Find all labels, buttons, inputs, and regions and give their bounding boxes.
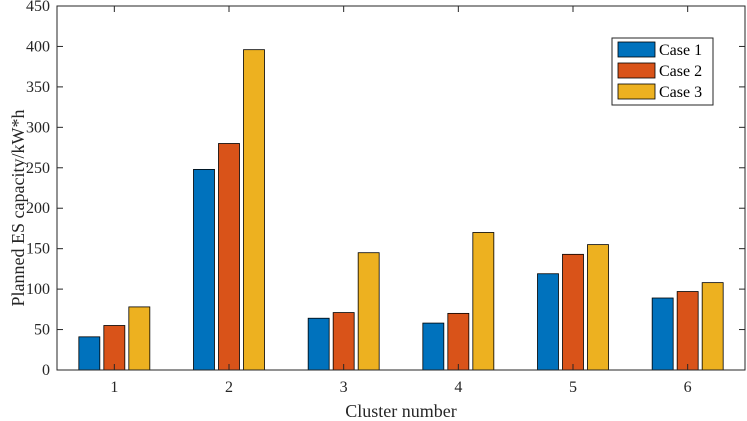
- y-tick-label: 350: [26, 79, 50, 96]
- y-tick-label: 450: [26, 0, 50, 15]
- legend-label-case1: Case 1: [659, 42, 702, 59]
- y-axis-title: Planned ES capacity/kW*h: [8, 110, 28, 307]
- y-tick-label: 400: [26, 38, 50, 55]
- y-tick-label: 50: [34, 322, 50, 339]
- bars-layer: [78, 49, 724, 371]
- bar-case2-cluster-6: [676, 291, 699, 371]
- x-tick-label: 1: [110, 379, 118, 396]
- x-tick-label: 5: [569, 379, 577, 396]
- y-tick-label: 200: [26, 200, 50, 217]
- bar-case2-cluster-4: [447, 312, 470, 371]
- bar-case3-cluster-3: [357, 252, 380, 371]
- legend-swatch-case2: [617, 62, 656, 79]
- axes-layer: 0 50 100 150 200 250 300 350 400 450 1 2 3 4 5 6: [26, 0, 746, 396]
- bar-case3-cluster-4: [472, 232, 495, 371]
- bar-case2-cluster-2: [218, 143, 240, 371]
- bar-case3-cluster-6: [701, 282, 724, 371]
- x-tick-label: 2: [225, 379, 233, 396]
- y-tick-label: 150: [26, 241, 50, 258]
- legend-label-case3: Case 3: [659, 84, 702, 101]
- y-tick-label: 0: [42, 362, 50, 379]
- y-tick-label: 100: [26, 281, 50, 298]
- plot-frame: [56, 5, 746, 371]
- bar-case1-cluster-6: [651, 297, 674, 371]
- bar-case1-cluster-1: [78, 336, 101, 371]
- bar-case1-cluster-5: [537, 273, 559, 371]
- bar-case2-cluster-3: [332, 312, 355, 371]
- x-axis-title: Cluster number: [345, 401, 456, 421]
- bar-case3-cluster-1: [128, 306, 151, 371]
- bar-case3-cluster-2: [243, 49, 265, 371]
- bar-case2-cluster-5: [562, 253, 584, 371]
- bar-case3-cluster-5: [587, 244, 609, 371]
- legend-label-case2: Case 2: [659, 63, 702, 80]
- legend-swatch-case1: [617, 41, 656, 58]
- bar-case1-cluster-2: [193, 168, 215, 371]
- legend-swatch-case3: [617, 83, 656, 100]
- legend: Case 1 Case 2 Case 3: [611, 37, 714, 106]
- x-tick-label: 6: [684, 379, 692, 396]
- bar-case1-cluster-3: [307, 317, 330, 371]
- x-tick-label: 3: [340, 379, 348, 396]
- bar-case1-cluster-4: [422, 322, 445, 371]
- y-tick-label: 250: [26, 160, 50, 177]
- y-tick-label: 300: [26, 119, 50, 136]
- x-tick-label: 4: [454, 379, 462, 396]
- bar-case2-cluster-1: [103, 325, 126, 371]
